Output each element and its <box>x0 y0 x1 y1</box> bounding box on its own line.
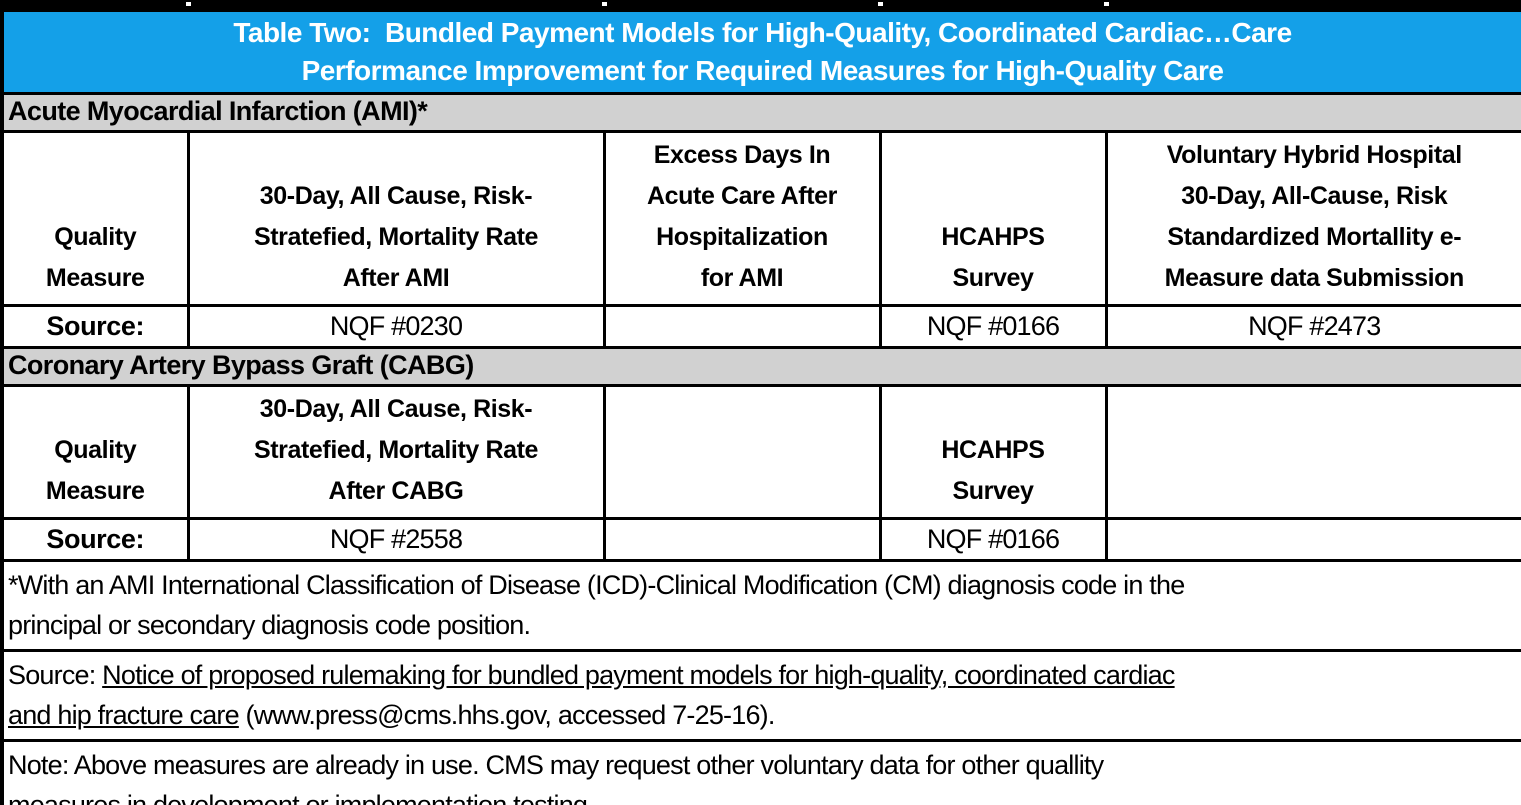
cabg-source-label: Source: <box>0 517 190 562</box>
bundled-payment-table: Table Two: Bundled Payment Models for Hi… <box>0 8 1521 805</box>
cabg-source-nqf-0166: NQF #0166 <box>878 517 1108 562</box>
ami-source-empty <box>602 304 882 349</box>
column-border-tick <box>602 2 607 6</box>
source-citation-text: Source: Notice of proposed rulemaking fo… <box>0 649 1521 742</box>
table-title-line2: Performance Improvement for Required Mea… <box>301 55 1224 86</box>
source-citation-suffix: (www.press@cms.hhs.gov, accessed 7-25-16… <box>238 700 776 730</box>
note-row: Note: Above measures are already in use.… <box>0 739 1521 805</box>
ami-measure-hcahps: HCAHPS Survey <box>878 130 1108 307</box>
ami-section-heading: Acute Myocardial Infarction (AMI)* <box>0 92 1521 133</box>
ami-section-band-row: Acute Myocardial Infarction (AMI)* <box>0 92 1521 133</box>
column-border-tick <box>1104 2 1109 6</box>
cabg-measure-mortality: 30-Day, All Cause, Risk- Stratefied, Mor… <box>186 384 606 520</box>
cabg-measure-empty <box>602 384 882 520</box>
cabg-section-heading: Coronary Artery Bypass Graft (CABG) <box>0 346 1521 387</box>
table-title-line1: Table Two: Bundled Payment Models for Hi… <box>233 17 1292 48</box>
ami-measure-voluntary-hybrid: Voluntary Hybrid Hospital 30-Day, All-Ca… <box>1104 130 1521 307</box>
table-title-cell: Table Two: Bundled Payment Models for Hi… <box>0 8 1521 95</box>
cabg-source-empty <box>602 517 882 562</box>
cropped-row-above <box>0 0 1521 8</box>
source-citation-title: Notice of proposed rulemaking for bundle… <box>8 660 1175 730</box>
column-border-tick <box>878 2 883 6</box>
asterisk-footnote-text: *With an AMI International Classificatio… <box>0 559 1521 652</box>
cabg-source-row: Source: NQF #2558 NQF #0166 <box>0 517 1521 562</box>
note-text: Note: Above measures are already in use.… <box>0 739 1521 805</box>
cabg-measures-row: Quality Measure 30-Day, All Cause, Risk-… <box>0 384 1521 520</box>
ami-source-label: Source: <box>0 304 190 349</box>
ami-quality-measure-label: Quality Measure <box>0 130 190 307</box>
source-citation-prefix: Source: <box>8 660 103 690</box>
ami-source-nqf-2473: NQF #2473 <box>1104 304 1521 349</box>
cabg-section-band-row: Coronary Artery Bypass Graft (CABG) <box>0 346 1521 387</box>
source-citation-row: Source: Notice of proposed rulemaking fo… <box>0 649 1521 742</box>
cabg-quality-measure-label: Quality Measure <box>0 384 190 520</box>
cabg-source-empty2 <box>1104 517 1521 562</box>
ami-source-nqf-0166: NQF #0166 <box>878 304 1108 349</box>
ami-measure-excess-days: Excess Days In Acute Care After Hospital… <box>602 130 882 307</box>
cabg-source-nqf-2558: NQF #2558 <box>186 517 606 562</box>
ami-measures-row: Quality Measure 30-Day, All Cause, Risk-… <box>0 130 1521 307</box>
ami-source-nqf-0230: NQF #0230 <box>186 304 606 349</box>
asterisk-footnote-row: *With an AMI International Classificatio… <box>0 559 1521 652</box>
column-border-tick <box>186 2 191 6</box>
cabg-measure-empty2 <box>1104 384 1521 520</box>
cabg-measure-hcahps: HCAHPS Survey <box>878 384 1108 520</box>
table-title-row: Table Two: Bundled Payment Models for Hi… <box>0 8 1521 95</box>
ami-source-row: Source: NQF #0230 NQF #0166 NQF #2473 <box>0 304 1521 349</box>
ami-measure-mortality: 30-Day, All Cause, Risk- Stratefied, Mor… <box>186 130 606 307</box>
